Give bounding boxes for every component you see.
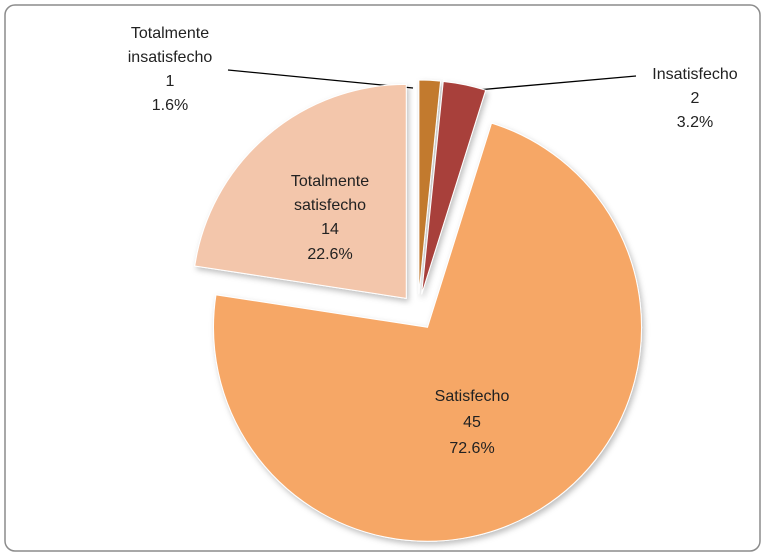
leader-line xyxy=(465,75,637,92)
pie-slice xyxy=(213,122,642,542)
slice-percent-label: 1.6% xyxy=(151,97,189,114)
slice-value-label: 2 xyxy=(690,90,700,107)
slice-category-label: Insatisfecho xyxy=(652,66,738,83)
slice-percent-label: 22.6% xyxy=(307,246,353,263)
pie-slice xyxy=(418,79,442,295)
slice-value-label: 1 xyxy=(165,73,175,90)
slice-value-label: 45 xyxy=(463,414,481,431)
slice-category-label: Satisfecho xyxy=(434,388,510,405)
slice-percent-label: 3.2% xyxy=(676,114,714,131)
pie-slice xyxy=(194,83,407,299)
leader-line xyxy=(227,69,414,89)
slice-value-label: 14 xyxy=(321,221,339,238)
slice-category-label: Totalmente satisfecho xyxy=(290,173,370,214)
pie-slice xyxy=(421,80,487,295)
slice-category-label: Totalmente insatisfecho xyxy=(127,25,213,66)
slice-percent-label: 72.6% xyxy=(449,440,495,457)
